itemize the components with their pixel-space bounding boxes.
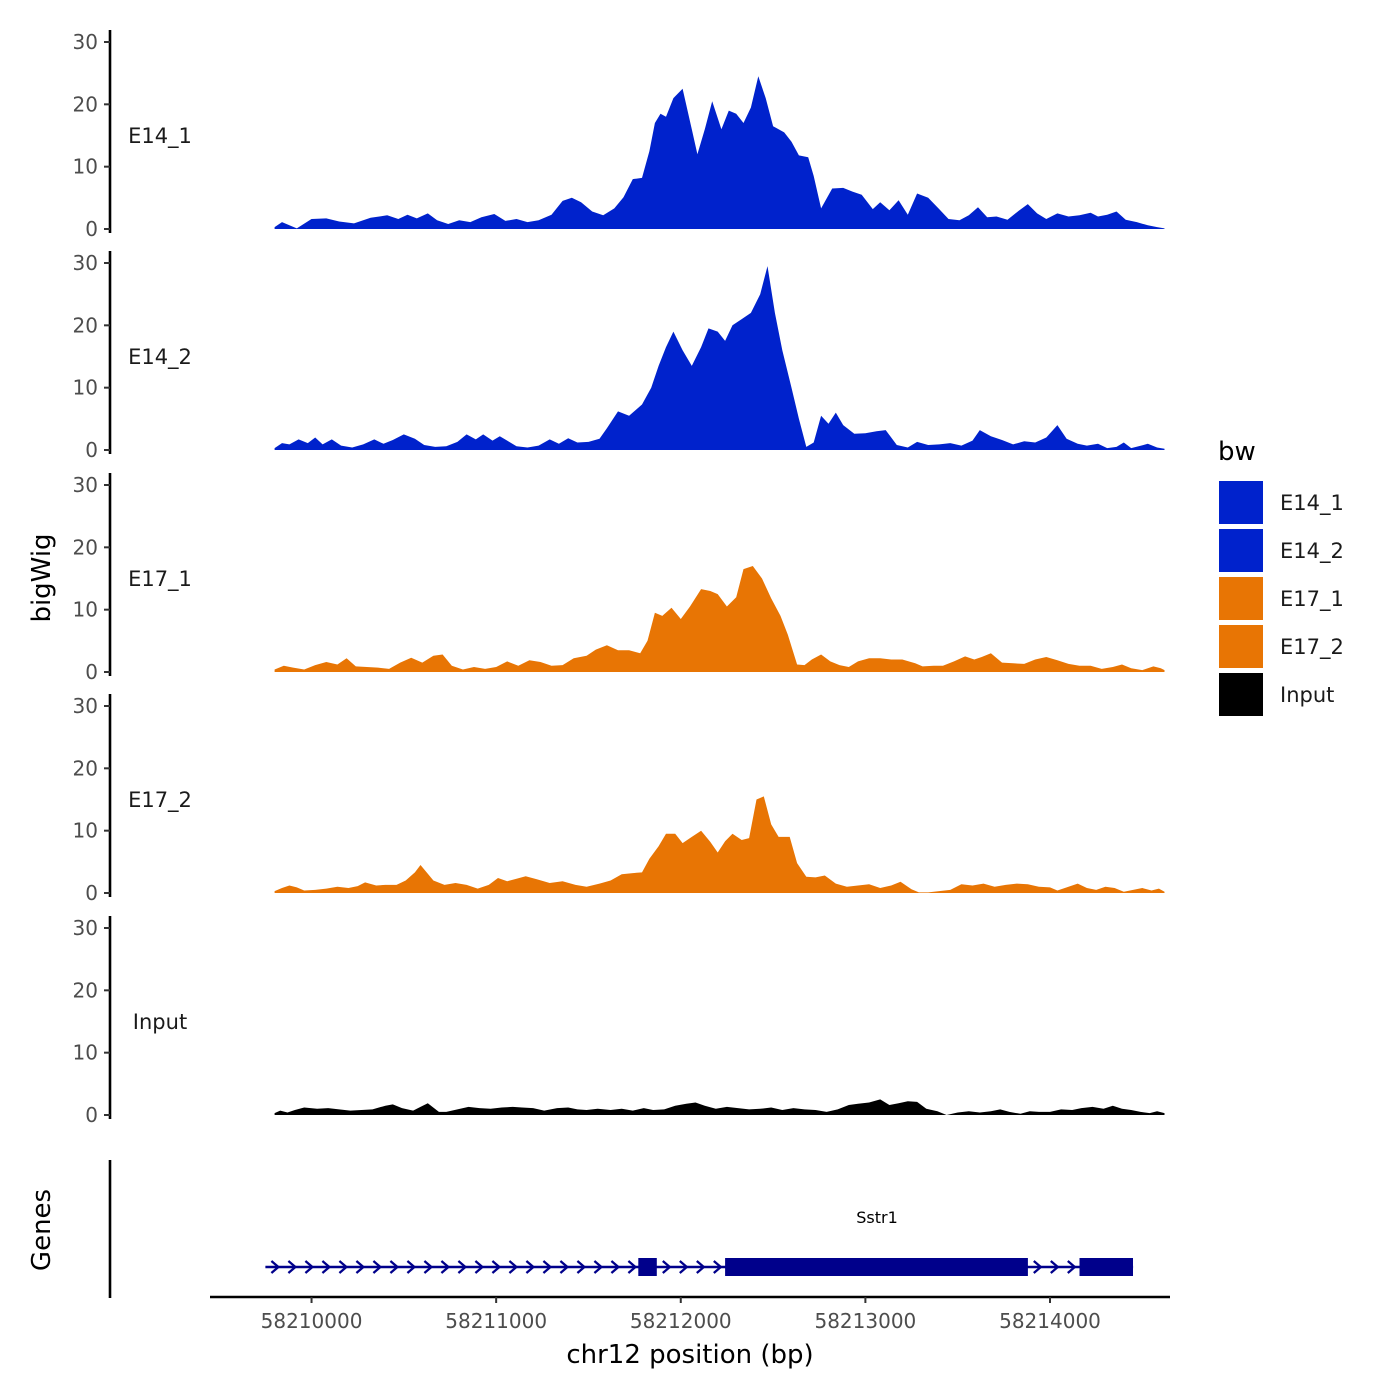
track-panel-e17-2: 0 10 20 30 E17_2 <box>73 694 1165 905</box>
legend-item-e14-1: E14_1 <box>1219 481 1344 524</box>
x-tick-label: 58211000 <box>445 1309 547 1333</box>
legend-swatch <box>1219 625 1263 668</box>
strand-arrow <box>508 1260 519 1274</box>
signal-area <box>274 76 1165 229</box>
y-tick-label: 10 <box>73 1041 98 1065</box>
x-tick-label: 58214000 <box>999 1309 1101 1333</box>
legend-label: E14_2 <box>1280 539 1344 564</box>
y-tick-label: 20 <box>73 535 98 559</box>
legend-item-e14-2: E14_2 <box>1219 529 1344 572</box>
y-tick-label: 20 <box>73 978 98 1002</box>
signal-area <box>274 566 1165 672</box>
y-tick-label: 10 <box>73 155 98 179</box>
y-tick-label: 10 <box>73 598 98 622</box>
strand-arrow <box>696 1260 706 1274</box>
y-tick-label: 0 <box>85 881 98 905</box>
strand-arrow <box>1033 1260 1043 1274</box>
legend: bw E14_1 E14_2 E17_1 E17_2 Input <box>1218 437 1344 716</box>
panel-label: Input <box>133 1010 187 1034</box>
strand-arrow <box>372 1260 383 1274</box>
strand-arrow <box>423 1260 434 1274</box>
signal-area <box>274 796 1165 893</box>
y-axis-title: bigWig <box>27 533 57 622</box>
strand-arrow <box>338 1260 349 1274</box>
strand-arrow <box>627 1260 638 1274</box>
strand-arrow <box>440 1260 451 1274</box>
track-panel-input: 0 10 20 30 Input <box>73 916 1165 1127</box>
gene-exon <box>1079 1258 1133 1276</box>
strand-arrow <box>406 1260 417 1274</box>
strand-arrow <box>474 1260 485 1274</box>
strand-arrow <box>457 1260 468 1274</box>
strand-arrow <box>270 1260 281 1274</box>
gene-name-label: Sstr1 <box>856 1208 898 1227</box>
y-tick-label: 0 <box>85 1103 98 1127</box>
panel-label: E14_1 <box>128 124 192 149</box>
x-tick-label: 58210000 <box>261 1309 363 1333</box>
legend-swatch <box>1219 673 1263 716</box>
x-tick-label: 58213000 <box>814 1309 916 1333</box>
y-tick-label: 20 <box>73 313 98 337</box>
x-axis-title: chr12 position (bp) <box>566 1340 813 1370</box>
strand-arrow <box>355 1260 366 1274</box>
gene-exon <box>638 1258 657 1276</box>
strand-arrow <box>662 1260 672 1274</box>
gene-exon <box>725 1258 1028 1276</box>
gene-track: Sstr1 <box>108 1160 1134 1298</box>
panel-label: E17_1 <box>128 567 192 592</box>
x-tick-label: 58212000 <box>630 1309 732 1333</box>
genes-track-title: Genes <box>27 1189 57 1271</box>
track-panel-e17-1: 0 10 20 30 E17_1 <box>73 473 1165 684</box>
y-tick-label: 20 <box>73 92 98 116</box>
y-tick-label: 0 <box>85 438 98 462</box>
strand-arrow <box>491 1260 502 1274</box>
panel-label: E17_2 <box>128 788 192 813</box>
y-tick-label: 0 <box>85 660 98 684</box>
track-panels: 0 10 20 30 E14_1 0 10 20 30 E14_2 0 10 20 30 E17_1 0 10 2… <box>73 30 1165 1127</box>
y-tick-label: 20 <box>73 756 98 780</box>
signal-area <box>274 266 1165 450</box>
y-tick-label: 0 <box>85 217 98 241</box>
strand-arrow <box>679 1260 689 1274</box>
x-axis: 58210000 58211000 58212000 58213000 58214000 <box>210 1295 1170 1333</box>
legend-item-e17-2: E17_2 <box>1219 625 1344 668</box>
legend-item-input: Input <box>1219 673 1334 716</box>
y-tick-label: 10 <box>73 376 98 400</box>
legend-title: bw <box>1218 437 1256 467</box>
strand-arrow <box>593 1260 604 1274</box>
strand-arrow <box>713 1260 723 1274</box>
legend-swatch <box>1219 481 1263 524</box>
strand-arrow <box>610 1260 621 1274</box>
y-tick-label: 30 <box>73 30 98 54</box>
strand-arrow <box>525 1260 536 1274</box>
track-panel-e14-2: 0 10 20 30 E14_2 <box>73 251 1165 462</box>
legend-swatch <box>1219 529 1263 572</box>
legend-swatch <box>1219 577 1263 620</box>
legend-item-e17-1: E17_1 <box>1219 577 1344 620</box>
strand-arrow <box>389 1260 400 1274</box>
y-tick-label: 30 <box>73 916 98 940</box>
strand-arrow <box>559 1260 570 1274</box>
track-panel-e14-1: 0 10 20 30 E14_1 <box>73 30 1165 241</box>
panel-label: E14_2 <box>128 345 192 370</box>
strand-arrow <box>1067 1260 1077 1274</box>
y-tick-label: 10 <box>73 819 98 843</box>
legend-label: E17_1 <box>1280 587 1344 612</box>
strand-arrow <box>304 1260 315 1274</box>
strand-arrow <box>321 1260 332 1274</box>
strand-arrow <box>576 1260 587 1274</box>
legend-label: E14_1 <box>1280 491 1344 516</box>
signal-area <box>274 1099 1165 1115</box>
y-tick-label: 30 <box>73 251 98 275</box>
y-tick-label: 30 <box>73 694 98 718</box>
strand-arrow <box>542 1260 553 1274</box>
strand-arrow <box>1050 1260 1060 1274</box>
legend-label: Input <box>1280 683 1334 707</box>
strand-arrow <box>287 1260 298 1274</box>
y-tick-label: 30 <box>73 473 98 497</box>
legend-label: E17_2 <box>1280 635 1344 660</box>
